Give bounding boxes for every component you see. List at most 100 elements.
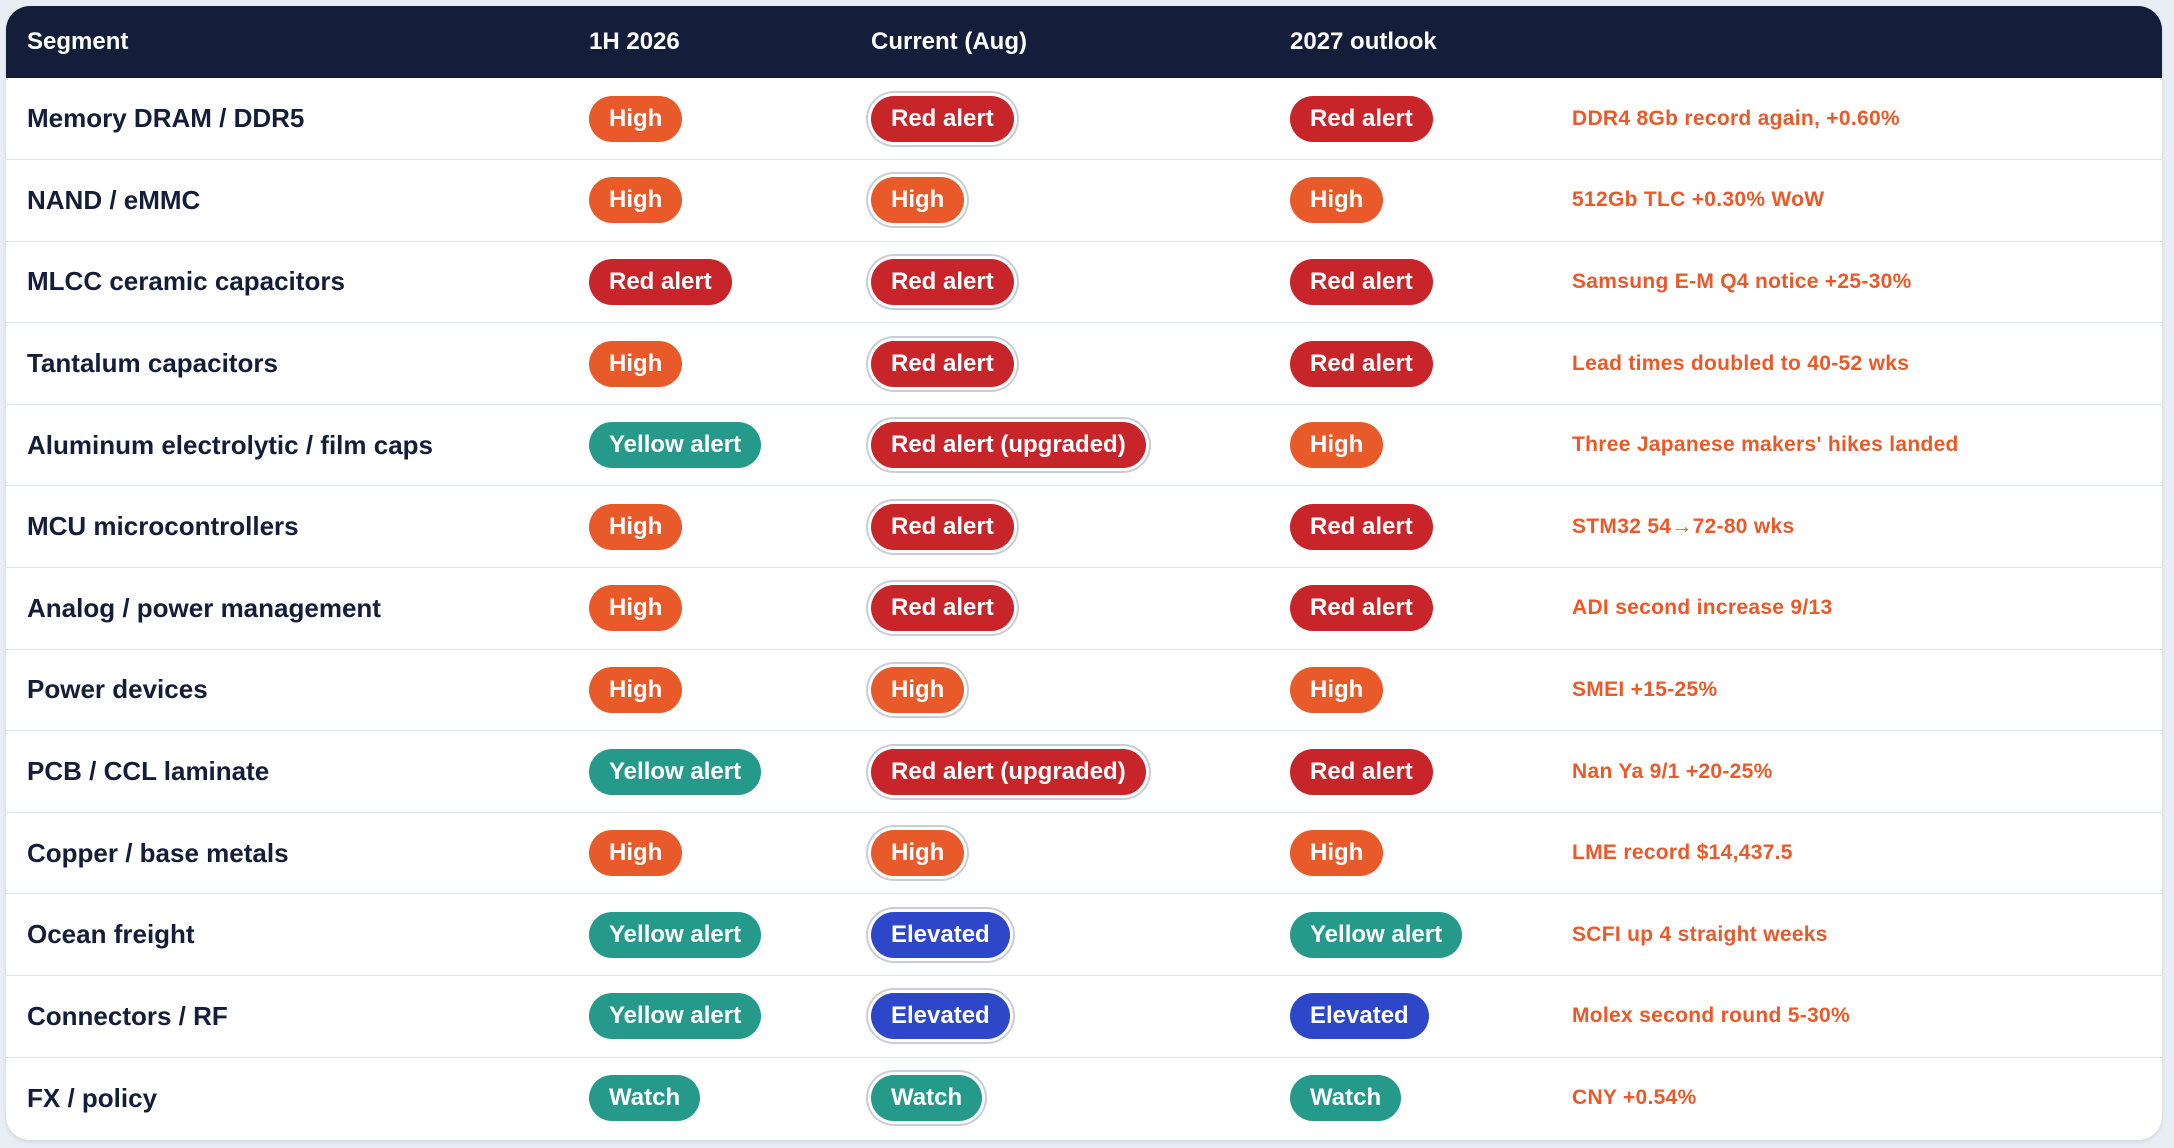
2027-outlook-status-badge: Red alert [1290,258,1433,305]
segment-name: Tantalum capacitors [27,348,278,379]
2027-outlook-status-badge: High [1290,422,1384,469]
current-status-badge: Watch [871,1075,983,1122]
current-cell: High [850,812,1269,894]
current-cell: Red alert [850,486,1269,568]
1h-2026-cell: Yellow alert [568,731,850,813]
table-row: MCU microcontrollers High Red alert Red ale… [6,485,2162,568]
table-row: Analog / power management High Red alert Re… [6,567,2162,650]
table-header: Segment 1H 2026 Current (Aug) 2027 outlo… [6,6,2162,78]
table-row: Power devices High High High SMEI +15-25% [6,649,2162,731]
1h-2026-status-badge: High [589,585,683,632]
2027-outlook-status-badge: Red alert [1290,340,1433,387]
current-status-badge: Elevated [871,911,1010,958]
2027-outlook-cell: Red alert [1269,78,1551,160]
2027-outlook-status-badge: Red alert [1290,95,1433,142]
1h-2026-status-badge: High [589,666,683,713]
table-row: Aluminum electrolytic / film caps Yellow … [6,404,2162,486]
note-text: Samsung E-M Q4 notice +25-30% [1572,269,1912,293]
current-cell: Red alert [850,323,1269,405]
2027-outlook-status-badge: Red alert [1290,503,1433,550]
current-cell: Red alert (upgraded) [850,404,1269,486]
1h-2026-status-badge: Red alert [589,258,732,305]
table-row: Copper / base metals High High High LME reco… [6,812,2162,894]
1h-2026-cell: High [568,812,850,894]
current-status-badge: Red alert (upgraded) [871,422,1146,469]
table-row: Ocean freight Yellow alert Elevated Yellow … [6,893,2162,976]
segment-name: Analog / power management [27,592,381,623]
2027-outlook-cell: High [1269,649,1551,731]
2027-outlook-status-badge: Red alert [1290,748,1433,795]
note-text: DDR4 8Gb record again, +0.60% [1572,106,1900,130]
note-text: ADI second increase 9/13 [1572,596,1833,620]
note-text: Nan Ya 9/1 +20-25% [1572,759,1773,783]
segment-name: Ocean freight [27,919,195,950]
table-row: Tantalum capacitors High Red alert Red aler… [6,322,2162,405]
segment-name: FX / policy [27,1082,158,1113]
current-cell: Red alert [850,568,1269,650]
2027-outlook-cell: Red alert [1269,486,1551,568]
segment-name: MLCC ceramic capacitors [27,266,345,297]
note-text: Molex second round 5-30% [1572,1004,1850,1028]
table-row: MLCC ceramic capacitors Red alert Red aler… [6,241,2162,323]
current-status-badge: Red alert [871,585,1014,632]
table-body: Memory DRAM / DDR5 High Red alert Red alert… [6,78,2162,1139]
segment-name: PCB / CCL laminate [27,756,270,787]
1h-2026-status-badge: High [589,340,683,387]
segment-name: Copper / base metals [27,837,289,868]
2027-outlook-status-badge: High [1290,830,1384,877]
current-cell: High [850,160,1269,242]
2027-outlook-status-badge: High [1290,666,1384,713]
2027-outlook-status-badge: Yellow alert [1290,911,1463,958]
segment-name: Aluminum electrolytic / film caps [27,429,433,460]
2027-outlook-cell: Red alert [1269,323,1551,405]
1h-2026-cell: Red alert [568,241,850,323]
header-2027-outlook: 2027 outlook [1290,28,1437,55]
segment-name: Power devices [27,674,208,705]
2027-outlook-cell: High [1269,812,1551,894]
table-row: PCB / CCL laminate Yellow alert Red alert … [6,730,2162,813]
segment-name: Connectors / RF [27,1000,228,1031]
current-cell: Red alert (upgraded) [850,731,1269,813]
header-row: Segment 1H 2026 Current (Aug) 2027 outlo… [6,6,2162,78]
1h-2026-status-badge: Yellow alert [589,422,762,469]
2027-outlook-status-badge: Watch [1290,1075,1402,1122]
current-status-badge: Red alert (upgraded) [871,748,1146,795]
current-cell: Red alert [850,241,1269,323]
note-text: LME record $14,437.5 [1572,841,1793,865]
header-segment: Segment [27,28,129,55]
2027-outlook-cell: Red alert [1269,568,1551,650]
current-cell: Elevated [850,894,1269,976]
current-cell: Watch [850,1057,1269,1139]
note-text: Lead times doubled to 40-52 wks [1572,351,1910,375]
2027-outlook-cell: High [1269,404,1551,486]
table-row: NAND / eMMC High High High 512Gb TLC +0.30% … [6,159,2162,242]
current-status-badge: Elevated [871,993,1010,1040]
1h-2026-cell: High [568,486,850,568]
current-cell: Elevated [850,976,1269,1058]
2027-outlook-status-badge: Elevated [1290,993,1429,1040]
header-current: Current (Aug) [871,28,1027,55]
1h-2026-status-badge: Yellow alert [589,748,762,795]
2027-outlook-cell: High [1269,160,1551,242]
1h-2026-cell: High [568,78,850,160]
current-status-badge: Red alert [871,340,1014,387]
current-status-badge: High [871,666,965,713]
segment-name: NAND / eMMC [27,184,201,215]
1h-2026-cell: High [568,323,850,405]
2027-outlook-status-badge: High [1290,177,1384,224]
2027-outlook-cell: Red alert [1269,241,1551,323]
2027-outlook-cell: Red alert [1269,731,1551,813]
current-cell: High [850,649,1269,731]
note-text: SCFI up 4 straight weeks [1572,922,1828,946]
current-status-badge: High [871,177,965,224]
1h-2026-status-badge: High [589,177,683,224]
2027-outlook-cell: Elevated [1269,976,1551,1058]
1h-2026-cell: Yellow alert [568,404,850,486]
1h-2026-cell: Yellow alert [568,894,850,976]
1h-2026-cell: High [568,568,850,650]
note-text: SMEI +15-25% [1572,677,1718,701]
2027-outlook-status-badge: Red alert [1290,585,1433,632]
1h-2026-cell: Watch [568,1057,850,1139]
risk-table-card: Segment 1H 2026 Current (Aug) 2027 outlo… [6,6,2162,1140]
note-text: STM32 54→72-80 wks [1572,514,1795,538]
